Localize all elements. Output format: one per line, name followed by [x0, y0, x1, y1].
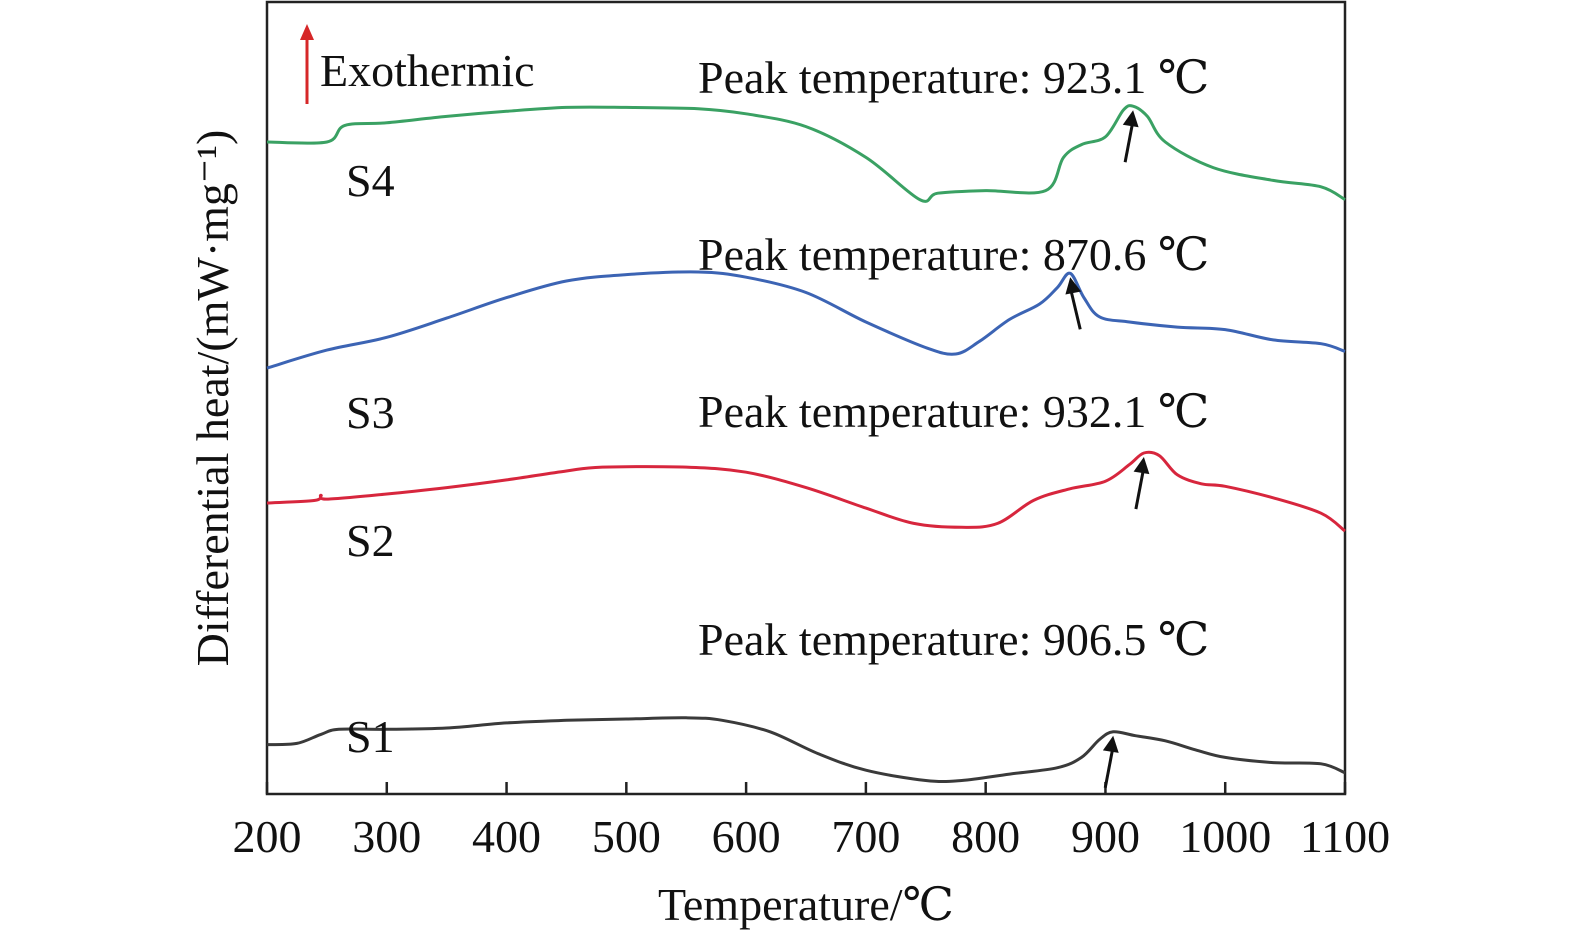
series-label-s1: S1 — [346, 711, 395, 762]
series-label-s3: S3 — [346, 387, 395, 438]
annotation-layer: S1 Peak temperature: 906.5 ℃ S2 Peak temper… — [346, 52, 1209, 789]
series-line-s4 — [266, 104, 1346, 203]
peak-label-s3: Peak temperature: 870.6 ℃ — [698, 229, 1209, 280]
x-tick-label: 500 — [592, 811, 661, 862]
series-label-s4: S4 — [346, 155, 395, 206]
series-line-s3 — [266, 270, 1346, 370]
series-label-s2: S2 — [346, 515, 395, 566]
exothermic-marker: Exothermic — [300, 24, 535, 104]
x-axis-ticks: 200 300 400 500 600 700 800 900 1000 1100 — [233, 782, 1390, 862]
exothermic-label: Exothermic — [320, 45, 535, 96]
x-tick-label: 900 — [1071, 811, 1140, 862]
peak-arrow-s2-icon — [1134, 466, 1146, 510]
series-layer — [266, 104, 1346, 784]
plot-frame — [265, 0, 1347, 796]
peak-arrow-s4-icon — [1123, 119, 1135, 163]
x-axis-title: Temperature/℃ — [658, 879, 954, 930]
peak-arrowhead-s2-icon — [1133, 457, 1150, 475]
x-tick-label: 300 — [352, 811, 421, 862]
peak-arrow-s3-icon — [1068, 286, 1082, 330]
y-axis-title: Differential heat/(mW·mg⁻¹) — [187, 130, 238, 667]
x-tick-label: 600 — [712, 811, 781, 862]
peak-arrow-s1-icon — [1103, 745, 1115, 789]
x-tick-label: 200 — [233, 811, 302, 862]
x-tick-label: 400 — [472, 811, 541, 862]
peak-arrowhead-s1-icon — [1102, 735, 1119, 753]
x-tick-label: 1100 — [1300, 811, 1390, 862]
peak-arrowhead-s3-icon — [1065, 277, 1082, 295]
x-tick-label: 1000 — [1179, 811, 1271, 862]
x-tick-label: 700 — [831, 811, 900, 862]
series-line-s1 — [266, 716, 1346, 784]
series-line-s2 — [266, 450, 1346, 533]
peak-label-s1: Peak temperature: 906.5 ℃ — [698, 614, 1209, 665]
peak-label-s2: Peak temperature: 932.1 ℃ — [698, 386, 1209, 437]
exothermic-arrowhead-icon — [300, 24, 314, 40]
x-tick-label: 800 — [951, 811, 1020, 862]
peak-arrowhead-s4-icon — [1122, 110, 1139, 128]
peak-label-s4: Peak temperature: 923.1 ℃ — [698, 52, 1209, 103]
